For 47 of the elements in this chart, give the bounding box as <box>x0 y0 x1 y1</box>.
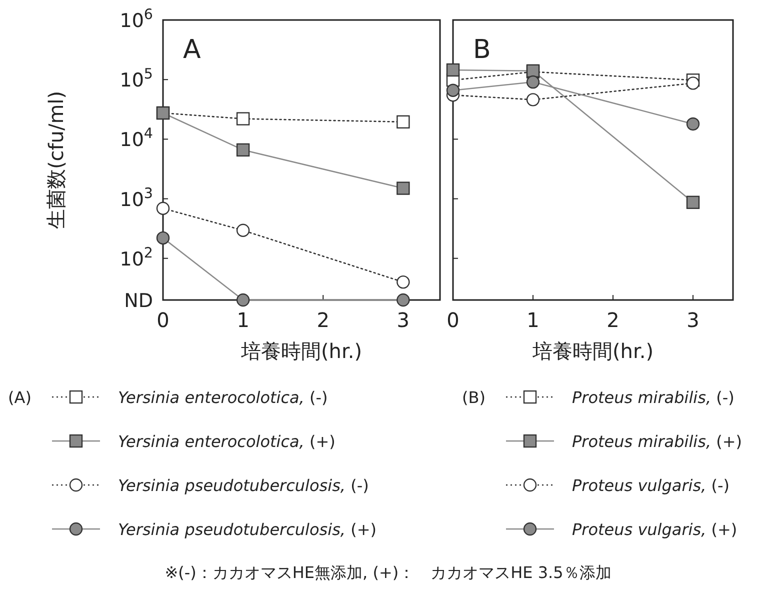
point <box>686 196 700 209</box>
point <box>236 224 250 237</box>
x-tick-label: 2 <box>606 308 620 332</box>
point <box>446 84 460 97</box>
legend-label: Yersinia pseudotuberculosis, (+) <box>118 520 376 539</box>
annotation: A <box>183 35 201 65</box>
x-tick-label: 1 <box>526 308 540 332</box>
point <box>396 115 410 128</box>
point <box>446 63 460 77</box>
x-tick-label: 3 <box>396 308 410 332</box>
point <box>236 112 250 126</box>
point <box>526 93 540 106</box>
x-axis-title: 培養時間(hr.) <box>240 339 362 363</box>
y-tick-label: 10$^{4}$ <box>120 126 153 152</box>
y-axis-title: 生菌数(cfu/ml) <box>44 90 68 230</box>
annotation: B <box>473 35 491 65</box>
legend-label: Proteus mirabilis, (-) <box>572 388 734 407</box>
x-axis-title: 培養時間(hr.) <box>531 339 654 363</box>
point <box>396 275 410 289</box>
point <box>156 202 170 215</box>
y-tick-label: 10$^{3}$ <box>120 186 153 211</box>
x-tick-label: 0 <box>446 308 460 332</box>
x-tick-label: 0 <box>156 308 170 332</box>
point <box>686 76 700 90</box>
point <box>396 182 410 195</box>
legend-label: Yersinia pseudotuberculosis, (-) <box>118 476 369 495</box>
text: ※(-)：カカオマスHE無添加, (+)： カカオマスHE 3.5％添加 <box>164 563 612 582</box>
y-tick-label: 10$^{6}$ <box>120 7 153 32</box>
y-tick-label: ND <box>124 290 153 312</box>
legend-title: (B) <box>462 388 486 407</box>
y-tick-label: 10$^{5}$ <box>120 66 153 92</box>
legend-label: Yersinia enterocolotica, (-) <box>118 388 328 407</box>
point <box>396 293 410 307</box>
point <box>156 231 170 245</box>
x-tick-label: 2 <box>316 308 330 332</box>
point <box>686 117 700 131</box>
x-tick-label: 1 <box>236 308 250 332</box>
legend-label: Yersinia enterocolotica, (+) <box>118 432 336 451</box>
legend-label: Proteus vulgaris, (+) <box>572 520 738 539</box>
legend-title: (A) <box>8 388 32 407</box>
point <box>526 75 540 89</box>
x-tick-label: 3 <box>686 308 700 332</box>
y-tick-label: 10$^{2}$ <box>120 245 153 270</box>
point <box>236 143 250 157</box>
legend-label: Proteus vulgaris, (-) <box>572 476 730 495</box>
legend-label: Proteus mirabilis, (+) <box>572 432 742 451</box>
point <box>236 293 250 307</box>
